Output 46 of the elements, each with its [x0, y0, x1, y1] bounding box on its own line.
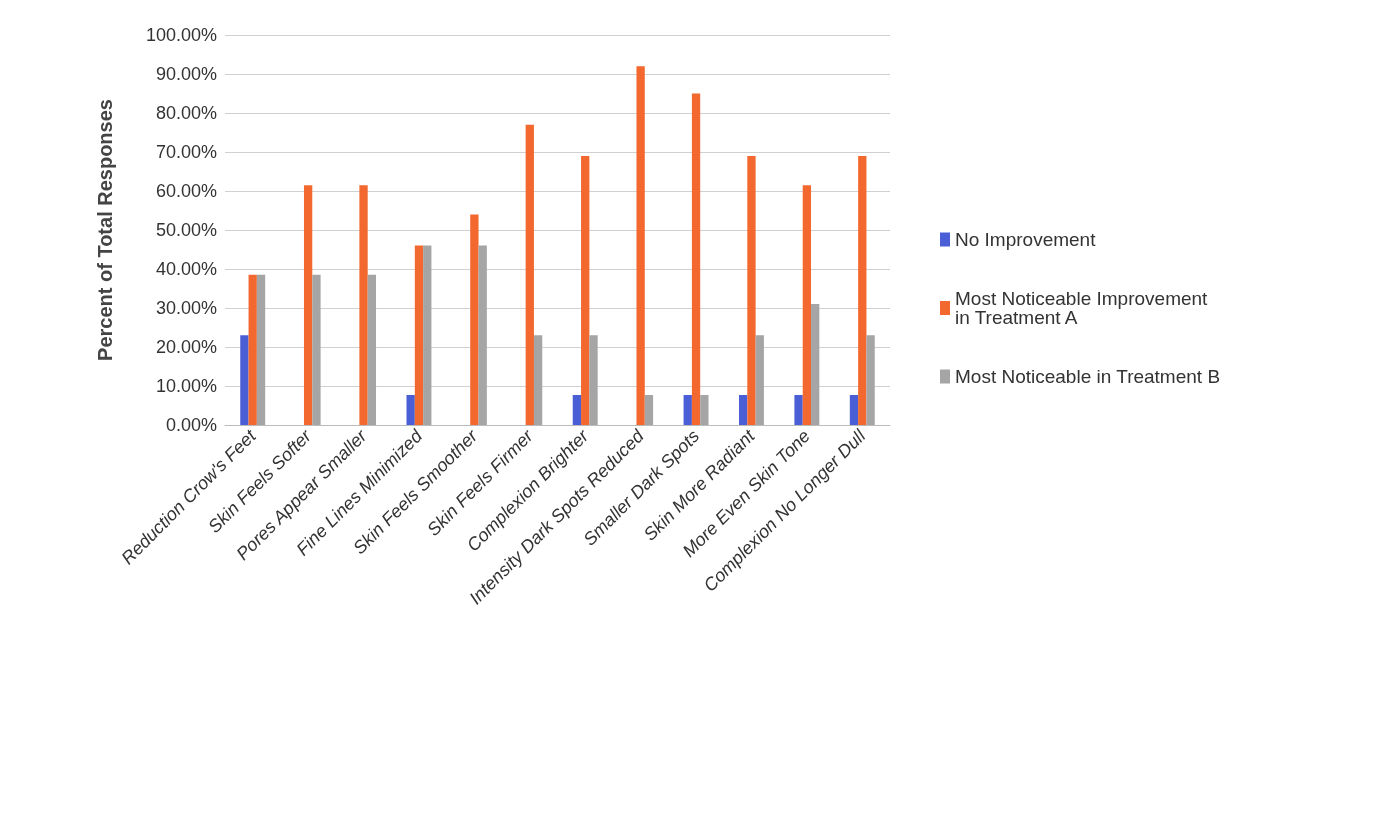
bar [581, 155, 590, 425]
bar [533, 335, 543, 425]
y-tick-label: 20.00% [155, 337, 217, 357]
y-tick-label: 40.00% [155, 259, 217, 279]
bar [811, 304, 820, 425]
bar [644, 394, 654, 425]
bar [794, 394, 803, 425]
bar [636, 66, 645, 425]
bar [248, 274, 257, 425]
bar [755, 335, 764, 425]
y-tick-label: 10.00% [155, 376, 217, 396]
bar [414, 245, 424, 425]
bar [691, 93, 701, 425]
bar [367, 274, 377, 425]
y-axis-title: Percent of Total Responses [94, 99, 116, 361]
bar [572, 394, 582, 425]
bar [470, 214, 479, 425]
bar [406, 394, 415, 425]
y-tick-label: 80.00% [155, 103, 217, 123]
bar [303, 185, 313, 425]
bar [423, 245, 432, 425]
bar [738, 394, 748, 425]
bar [256, 274, 266, 425]
bar [849, 394, 859, 425]
bar [802, 185, 812, 425]
bar [240, 335, 249, 425]
y-tick-label: 100.00% [145, 25, 217, 45]
bar [525, 124, 534, 425]
bar [312, 274, 321, 425]
y-tick-label: 30.00% [155, 298, 217, 318]
bar [478, 245, 487, 425]
y-tick-label: 60.00% [155, 181, 217, 201]
bar [858, 155, 867, 425]
y-tick-label: 0.00% [165, 415, 217, 435]
bar [683, 394, 692, 425]
legend-label: No Improvement [955, 229, 1097, 250]
bar [866, 335, 875, 425]
legend-label: Most Noticeable Improvement in Treatment A [955, 288, 1213, 328]
bar [700, 394, 709, 425]
y-tick-label: 90.00% [155, 64, 217, 84]
bar [359, 185, 368, 425]
bar [747, 155, 756, 425]
y-tick-label: 50.00% [155, 220, 217, 240]
legend-label: Most Noticeable in Treatment B [955, 366, 1221, 387]
bar [589, 335, 598, 425]
y-tick-label: 70.00% [155, 142, 217, 162]
